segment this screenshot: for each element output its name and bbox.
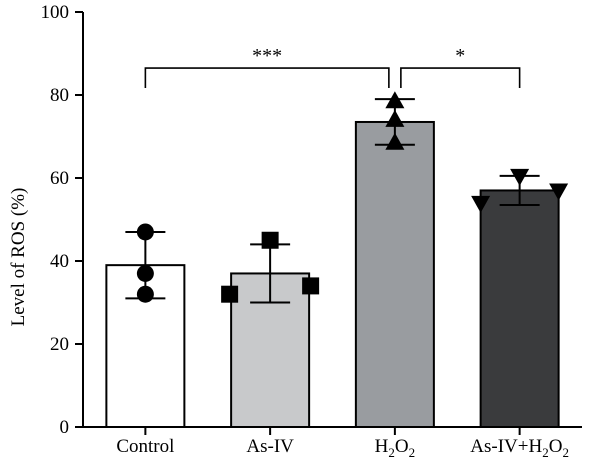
data-point-square (221, 285, 239, 303)
data-point-triangle-down (471, 195, 491, 213)
data-point-triangle-up (385, 91, 405, 109)
x-tick-label-as-iv-h2o2: As-IV+H2O2 (470, 436, 569, 460)
y-tick-label: 0 (60, 417, 70, 438)
x-tick-label-h2o2: H2O2 (375, 436, 415, 460)
data-point-square (261, 231, 279, 249)
x-tick-label-as-iv: As-IV (246, 436, 294, 457)
data-point-square (302, 277, 320, 295)
data-point-triangle-down (510, 168, 530, 186)
y-tick-label: 100 (41, 2, 70, 23)
y-axis-label: Level of ROS (%) (8, 188, 29, 327)
bars-group (105, 120, 560, 429)
data-point-triangle-down (549, 183, 569, 201)
data-point-triangle-up (385, 132, 405, 150)
data-point-circle (136, 264, 154, 282)
bar-as-iv-h2o2 (479, 189, 560, 428)
y-tick-label: 20 (50, 334, 69, 355)
significance-label: *** (252, 45, 282, 67)
data-point-circle (136, 223, 154, 241)
data-point-circle (136, 285, 154, 303)
significance-bracket (400, 67, 521, 89)
y-tick-label: 60 (50, 168, 69, 189)
y-tick-label: 40 (50, 251, 69, 272)
axes-group: 0 20 40 60 80 100 Control As-IV H2O2 As-IV+H2O2 (41, 2, 582, 460)
significance-label: * (455, 45, 465, 67)
x-tick-label-control: Control (116, 436, 174, 457)
significance-bracket (144, 67, 390, 89)
bar-h2o2 (354, 120, 435, 428)
y-tick-label: 80 (50, 85, 69, 106)
data-point-triangle-up (385, 109, 405, 127)
data-points-group (136, 91, 569, 303)
significance-group: *** * (144, 45, 521, 89)
